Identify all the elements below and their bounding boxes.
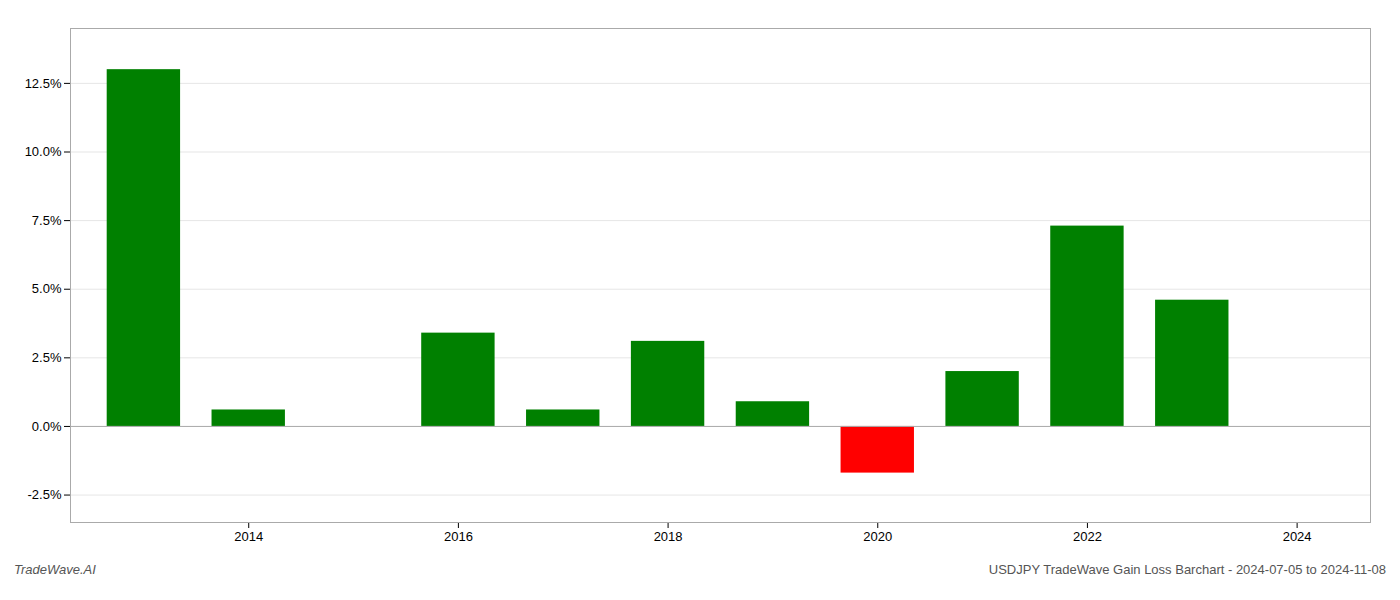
svg-text:2022: 2022: [1073, 529, 1102, 544]
svg-text:2016: 2016: [444, 529, 473, 544]
svg-text:12.5%: 12.5%: [25, 76, 62, 91]
svg-text:2.5%: 2.5%: [32, 350, 62, 365]
svg-text:5.0%: 5.0%: [32, 281, 62, 296]
svg-text:2014: 2014: [234, 529, 263, 544]
svg-text:0.0%: 0.0%: [32, 419, 62, 434]
html-text:USDJPY TradeWave Gain Loss Bar: USDJPY TradeWave Gain Loss Barchart - 20…: [988, 562, 1386, 577]
svg-text:-2.5%: -2.5%: [28, 487, 62, 502]
svg-text:2018: 2018: [654, 529, 683, 544]
svg-text:7.5%: 7.5%: [32, 213, 62, 228]
html-text:TradeWave.AI: TradeWave.AI: [14, 562, 96, 577]
svg-text:2020: 2020: [863, 529, 892, 544]
svg-text:10.0%: 10.0%: [25, 144, 62, 159]
svg-text:2024: 2024: [1283, 529, 1312, 544]
